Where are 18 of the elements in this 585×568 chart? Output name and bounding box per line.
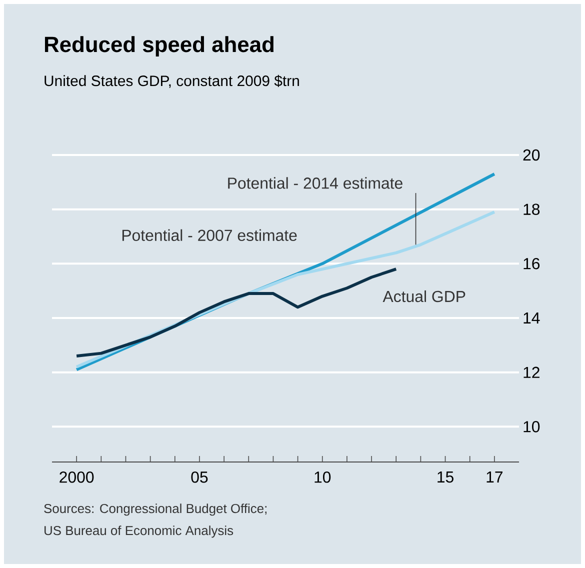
text: US Bureau of Economic Analysis xyxy=(44,526,234,538)
y-tick-label: 10 xyxy=(524,421,540,432)
y-tick-label: 14 xyxy=(524,312,540,324)
x-tick-label: 17 xyxy=(486,472,502,482)
x-tick-label: 2000 xyxy=(60,472,94,483)
source-note: Sources: Congressional Budget Office; xyxy=(44,504,266,516)
chart-subtitle: United States GDP, constant 2009 $trn xyxy=(44,74,299,88)
x-tick-label: 05 xyxy=(191,472,208,483)
x-tick-label: 10 xyxy=(314,472,331,483)
text: Potential - 2007 estimate xyxy=(122,229,297,241)
series-label: Actual GDP xyxy=(382,290,466,302)
y-tick-label: 18 xyxy=(524,204,540,215)
series-label: Potential - 2014 estimate xyxy=(228,177,402,189)
chart-title: Reduced speed ahead xyxy=(44,36,274,57)
y-tick-label: 12 xyxy=(524,366,540,378)
y-tick-label: 16 xyxy=(524,258,540,270)
x-tick-label: 15 xyxy=(438,472,454,483)
y-tick-label: 20 xyxy=(523,149,540,161)
